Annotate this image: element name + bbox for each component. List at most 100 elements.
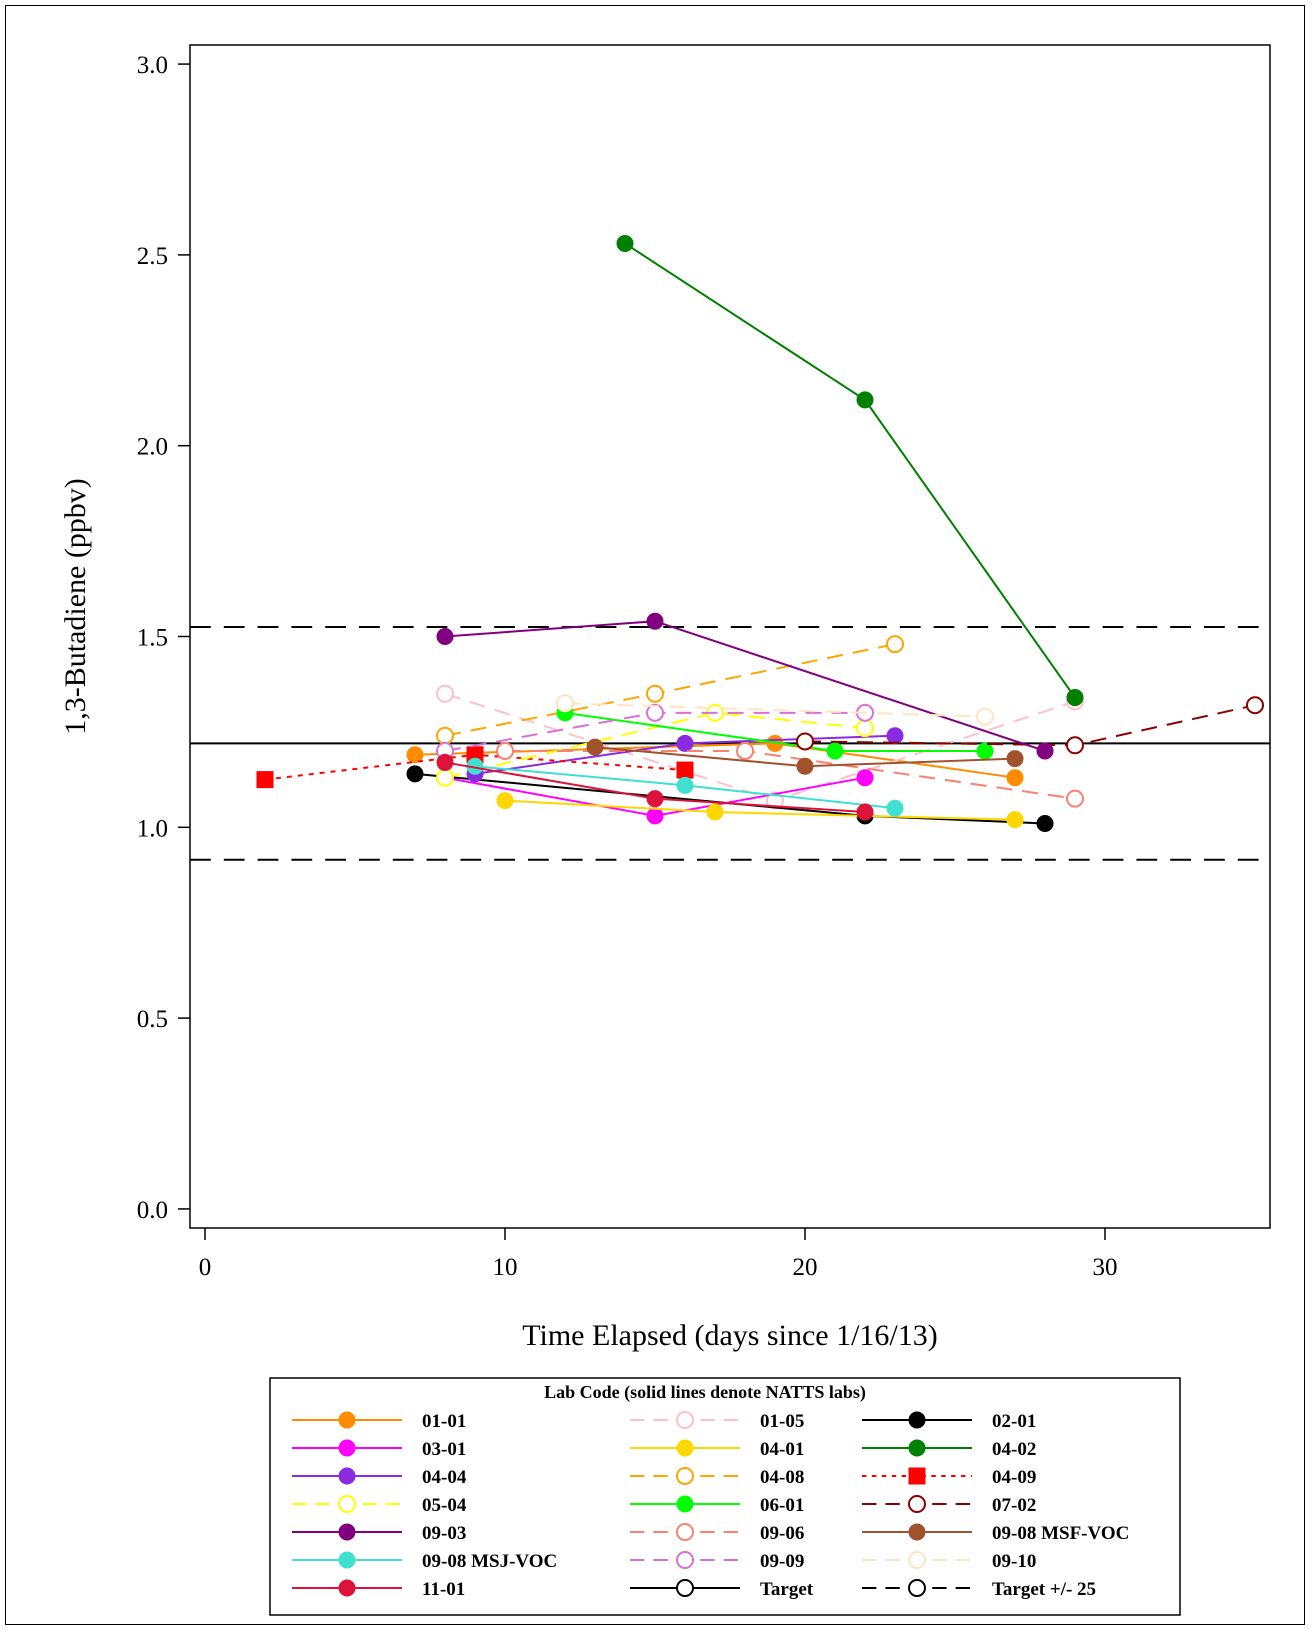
data-point-09-10 xyxy=(976,707,994,726)
legend-entry-05-04: 05-04 xyxy=(292,1495,467,1516)
data-point-04-08 xyxy=(886,635,904,654)
legend-entry-04-04: 04-04 xyxy=(292,1467,467,1488)
data-point-04-02 xyxy=(856,391,874,409)
y-tick-label: 1.0 xyxy=(137,815,168,842)
data-point-09-08-msf-voc xyxy=(586,738,604,756)
legend-label: 03-01 xyxy=(422,1439,466,1460)
legend-swatch-marker xyxy=(338,1523,356,1541)
series-09-08-msf-voc xyxy=(586,738,1024,775)
legend-label: 09-03 xyxy=(422,1523,466,1544)
legend-label: 05-04 xyxy=(422,1495,467,1516)
series-11-01 xyxy=(436,753,874,821)
legend-entry-03-01: 03-01 xyxy=(292,1439,466,1460)
data-point-05-04 xyxy=(436,768,454,787)
data-point-07-02 xyxy=(796,732,814,751)
legend-entry-target-25: Target +/- 25 xyxy=(862,1579,1096,1600)
legend-swatch-marker xyxy=(908,1467,926,1485)
legend-label: 04-02 xyxy=(992,1439,1036,1460)
legend-entry-09-09: 09-09 xyxy=(630,1551,804,1572)
legend-entry-09-06: 09-06 xyxy=(630,1523,804,1544)
data-point-03-01 xyxy=(856,769,874,787)
data-point-04-01 xyxy=(1006,811,1024,829)
data-point-02-01 xyxy=(1036,814,1054,832)
legend-swatch-marker xyxy=(338,1495,356,1513)
data-point-09-09 xyxy=(646,703,664,722)
series-line-09-03 xyxy=(444,620,1046,752)
legend-label: Target +/- 25 xyxy=(992,1579,1096,1600)
y-tick-label: 3.0 xyxy=(137,52,168,79)
x-tick-label: 0 xyxy=(199,1254,212,1281)
legend-entry-target: Target xyxy=(630,1579,814,1600)
legend-label: 06-01 xyxy=(760,1495,804,1516)
data-point-07-02 xyxy=(1066,736,1084,755)
series-line-05-04 xyxy=(444,711,866,779)
data-point-04-04 xyxy=(676,734,694,752)
data-point-04-01 xyxy=(706,803,724,821)
series-line-09-10 xyxy=(564,702,986,718)
legend-entry-02-01: 02-01 xyxy=(862,1411,1036,1432)
data-point-03-01 xyxy=(646,807,664,825)
data-point-09-03 xyxy=(1036,742,1054,760)
data-point-09-08-msf-voc xyxy=(1006,750,1024,768)
legend-entry-01-01: 01-01 xyxy=(292,1411,466,1432)
y-axis-title: 1,3-Butadiene (ppbv) xyxy=(59,478,92,735)
plot-frame xyxy=(189,44,1271,1229)
data-point-09-08-msj-voc xyxy=(886,799,904,817)
data-point-09-08-msj-voc xyxy=(676,776,694,794)
legend-swatch-marker xyxy=(338,1439,356,1457)
legend-label: 02-01 xyxy=(992,1411,1036,1432)
legend-swatch-marker xyxy=(908,1551,926,1569)
legend-entry-01-05: 01-05 xyxy=(630,1411,804,1432)
legend-label: 04-09 xyxy=(992,1467,1036,1488)
plot-area: 0.0 0.5 1.0 1.5 2.0 2.5 3.0 0 10 20 30 xyxy=(137,44,1271,1281)
legend-swatch-marker xyxy=(908,1579,926,1597)
data-point-01-01 xyxy=(1006,769,1024,787)
x-tick-label: 10 xyxy=(493,1254,518,1281)
legend: Lab Code (solid lines denote NATTS labs)… xyxy=(269,1377,1181,1616)
data-point-02-01 xyxy=(406,765,424,783)
data-point-09-08-msf-voc xyxy=(796,757,814,775)
data-point-04-02 xyxy=(1066,689,1084,707)
legend-swatch-marker xyxy=(908,1411,926,1429)
data-point-04-09 xyxy=(256,771,274,789)
legend-entry-09-08-msj-voc: 09-08 MSJ-VOC xyxy=(292,1551,557,1572)
legend-label: 04-04 xyxy=(422,1467,467,1488)
chart-frame xyxy=(5,5,1305,1625)
series-09-10 xyxy=(556,694,994,726)
y-tick-label: 0.0 xyxy=(137,1197,168,1224)
data-point-05-04 xyxy=(856,719,874,738)
series-line-04-08 xyxy=(444,643,896,737)
data-point-01-05 xyxy=(436,684,454,703)
legend-entry-04-08: 04-08 xyxy=(630,1467,804,1488)
data-point-04-08 xyxy=(436,726,454,745)
legend-swatch-marker xyxy=(676,1411,694,1429)
legend-swatch-marker xyxy=(338,1551,356,1569)
legend-label: 09-06 xyxy=(760,1523,804,1544)
y-tick-label: 2.0 xyxy=(137,434,168,461)
data-point-04-01 xyxy=(496,792,514,810)
legend-swatch-marker xyxy=(908,1523,926,1541)
data-point-09-10 xyxy=(556,694,574,713)
legend-entry-09-03: 09-03 xyxy=(292,1523,466,1544)
legend-label: 04-08 xyxy=(760,1467,804,1488)
legend-entry-06-01: 06-01 xyxy=(630,1495,804,1516)
legend-entry-11-01: 11-01 xyxy=(292,1579,465,1600)
data-point-04-04 xyxy=(886,727,904,745)
legend-label: 09-10 xyxy=(992,1551,1036,1572)
data-point-06-01 xyxy=(976,742,994,760)
data-point-11-01 xyxy=(436,753,454,771)
series-01-05 xyxy=(436,684,1084,810)
legend-box xyxy=(269,1377,1181,1616)
legend-label: Target xyxy=(760,1579,814,1600)
series-09-03 xyxy=(436,612,1054,760)
legend-label: 09-08 MSF-VOC xyxy=(992,1523,1129,1544)
legend-label: 07-02 xyxy=(992,1495,1036,1516)
legend-swatch-marker xyxy=(676,1495,694,1513)
legend-swatch-marker xyxy=(338,1411,356,1429)
legend-swatch-marker xyxy=(676,1523,694,1541)
data-point-04-08 xyxy=(646,684,664,703)
series-04-02 xyxy=(616,234,1084,707)
series-line-04-02 xyxy=(624,242,1076,699)
legend-label: 01-05 xyxy=(760,1411,804,1432)
legend-swatch-marker xyxy=(338,1467,356,1485)
